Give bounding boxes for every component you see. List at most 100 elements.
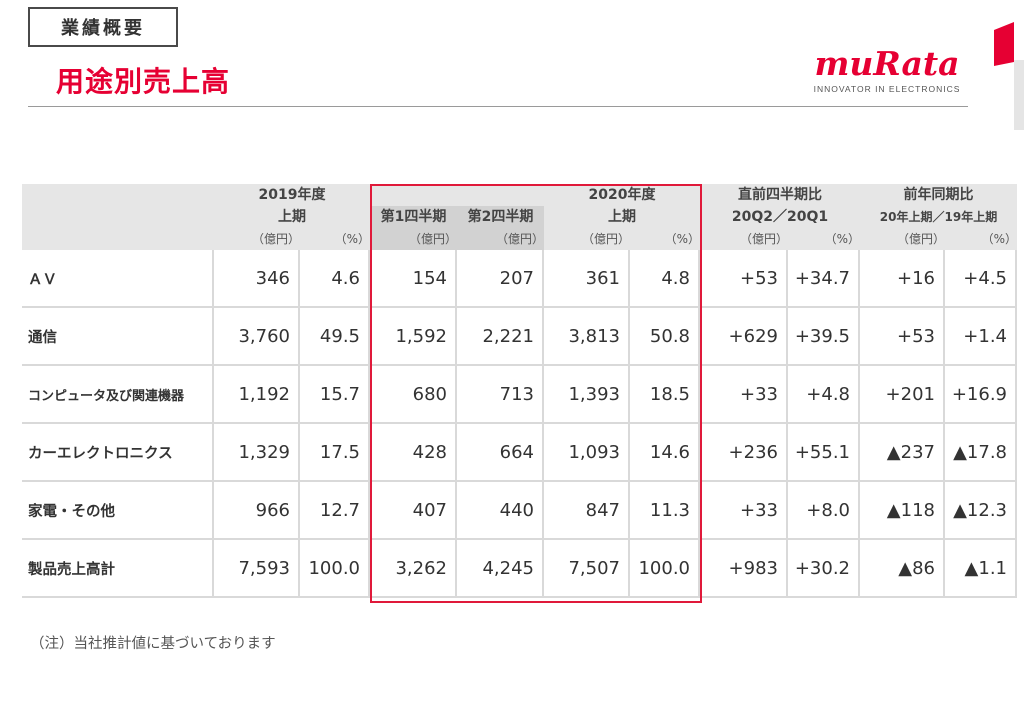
cell: 4.8 <box>630 250 700 308</box>
table-row: ＡＶ 346 4.6 154 207 361 4.8 +53 +34.7 +16… <box>22 250 1017 308</box>
cell: 1,093 <box>544 424 630 482</box>
row-label: コンピュータ及び関連機器 <box>22 366 214 424</box>
cell: 49.5 <box>300 308 370 366</box>
cell: +55.1 <box>788 424 860 482</box>
header-corner <box>22 184 214 206</box>
cell: 407 <box>370 482 457 540</box>
cell: +8.0 <box>788 482 860 540</box>
title-divider <box>28 106 968 107</box>
cell: 4,245 <box>457 540 544 598</box>
cell: 440 <box>457 482 544 540</box>
cell: ▲86 <box>860 540 945 598</box>
header-row-2: 上期 第1四半期 第2四半期 上期 20Q2／20Q1 20年上期／19年上期 <box>22 206 1017 228</box>
cell: 17.5 <box>300 424 370 482</box>
unit-yen: （億円） <box>457 228 544 250</box>
cell: ▲12.3 <box>945 482 1017 540</box>
slide-edge <box>1014 60 1024 130</box>
cell: +30.2 <box>788 540 860 598</box>
unit-yen: （億円） <box>544 228 630 250</box>
cell: 50.8 <box>630 308 700 366</box>
unit-yen: （億円） <box>860 228 945 250</box>
unit-pct: （%） <box>788 228 860 250</box>
cell: +53 <box>860 308 945 366</box>
cell: 12.7 <box>300 482 370 540</box>
cell: 680 <box>370 366 457 424</box>
cell: 100.0 <box>300 540 370 598</box>
row-label: 家電・その他 <box>22 482 214 540</box>
cell: 847 <box>544 482 630 540</box>
cell: +4.8 <box>788 366 860 424</box>
cell: +33 <box>700 482 788 540</box>
cell: +629 <box>700 308 788 366</box>
cell: +236 <box>700 424 788 482</box>
cell: 713 <box>457 366 544 424</box>
cell: 100.0 <box>630 540 700 598</box>
cell: +34.7 <box>788 250 860 308</box>
table-row: 通信 3,760 49.5 1,592 2,221 3,813 50.8 +62… <box>22 308 1017 366</box>
cell: +39.5 <box>788 308 860 366</box>
sales-by-application-table: 2019年度 2020年度 直前四半期比 前年同期比 上期 第1四半期 第2四半… <box>22 184 1017 598</box>
table-row: 家電・その他 966 12.7 407 440 847 11.3 +33 +8.… <box>22 482 1017 540</box>
cell: ▲118 <box>860 482 945 540</box>
cell: 11.3 <box>630 482 700 540</box>
cell: 966 <box>214 482 300 540</box>
cell: +201 <box>860 366 945 424</box>
cell: 664 <box>457 424 544 482</box>
footnote: （注）当社推計値に基づいております <box>30 636 276 652</box>
cell: 3,760 <box>214 308 300 366</box>
table-row: コンピュータ及び関連機器 1,192 15.7 680 713 1,393 18… <box>22 366 1017 424</box>
logo-tagline: INNOVATOR IN ELECTRONICS <box>813 84 961 94</box>
header-fy2020-h1: 上期 <box>544 206 700 228</box>
cell: 346 <box>214 250 300 308</box>
row-label: 通信 <box>22 308 214 366</box>
cell: +33 <box>700 366 788 424</box>
cell: 3,262 <box>370 540 457 598</box>
header-q2: 第2四半期 <box>457 206 544 228</box>
row-label: ＡＶ <box>22 250 214 308</box>
cell: +53 <box>700 250 788 308</box>
cell: 1,192 <box>214 366 300 424</box>
cell: +16.9 <box>945 366 1017 424</box>
unit-yen: （億円） <box>700 228 788 250</box>
unit-pct: （%） <box>300 228 370 250</box>
cell: +983 <box>700 540 788 598</box>
header-fy2019-h1: 上期 <box>214 206 370 228</box>
cell: 18.5 <box>630 366 700 424</box>
cell: +16 <box>860 250 945 308</box>
cell: 7,593 <box>214 540 300 598</box>
table-row: カーエレクトロニクス 1,329 17.5 428 664 1,093 14.6… <box>22 424 1017 482</box>
cell: 14.6 <box>630 424 700 482</box>
unit-yen: （億円） <box>370 228 457 250</box>
table-row-total: 製品売上高計 7,593 100.0 3,262 4,245 7,507 100… <box>22 540 1017 598</box>
cell: 7,507 <box>544 540 630 598</box>
header-row-units: （億円） （%） （億円） （億円） （億円） （%） （億円） （%） （億円… <box>22 228 1017 250</box>
cell: +4.5 <box>945 250 1017 308</box>
cell: 2,221 <box>457 308 544 366</box>
cell: 207 <box>457 250 544 308</box>
logo-wordmark: muRata <box>814 44 960 83</box>
corner-decoration-icon <box>994 22 1014 66</box>
cell: ▲1.1 <box>945 540 1017 598</box>
cell: ▲237 <box>860 424 945 482</box>
cell: +1.4 <box>945 308 1017 366</box>
row-label: 製品売上高計 <box>22 540 214 598</box>
unit-pct: （%） <box>630 228 700 250</box>
cell: ▲17.8 <box>945 424 1017 482</box>
cell: 428 <box>370 424 457 482</box>
header-qoq: 直前四半期比 <box>700 184 860 206</box>
cell: 15.7 <box>300 366 370 424</box>
header-qoq-sub: 20Q2／20Q1 <box>700 206 860 228</box>
header-q1: 第1四半期 <box>370 206 457 228</box>
cell: 3,813 <box>544 308 630 366</box>
unit-pct: （%） <box>945 228 1017 250</box>
section-tag: 業績概要 <box>28 7 178 47</box>
cell: 4.6 <box>300 250 370 308</box>
row-label: カーエレクトロニクス <box>22 424 214 482</box>
cell: 1,329 <box>214 424 300 482</box>
cell: 1,592 <box>370 308 457 366</box>
header-yoy-sub: 20年上期／19年上期 <box>860 206 1017 228</box>
header-fy2019: 2019年度 <box>214 184 370 206</box>
header-yoy: 前年同期比 <box>860 184 1017 206</box>
header-fy2020: 2020年度 <box>544 184 700 206</box>
cell: 361 <box>544 250 630 308</box>
